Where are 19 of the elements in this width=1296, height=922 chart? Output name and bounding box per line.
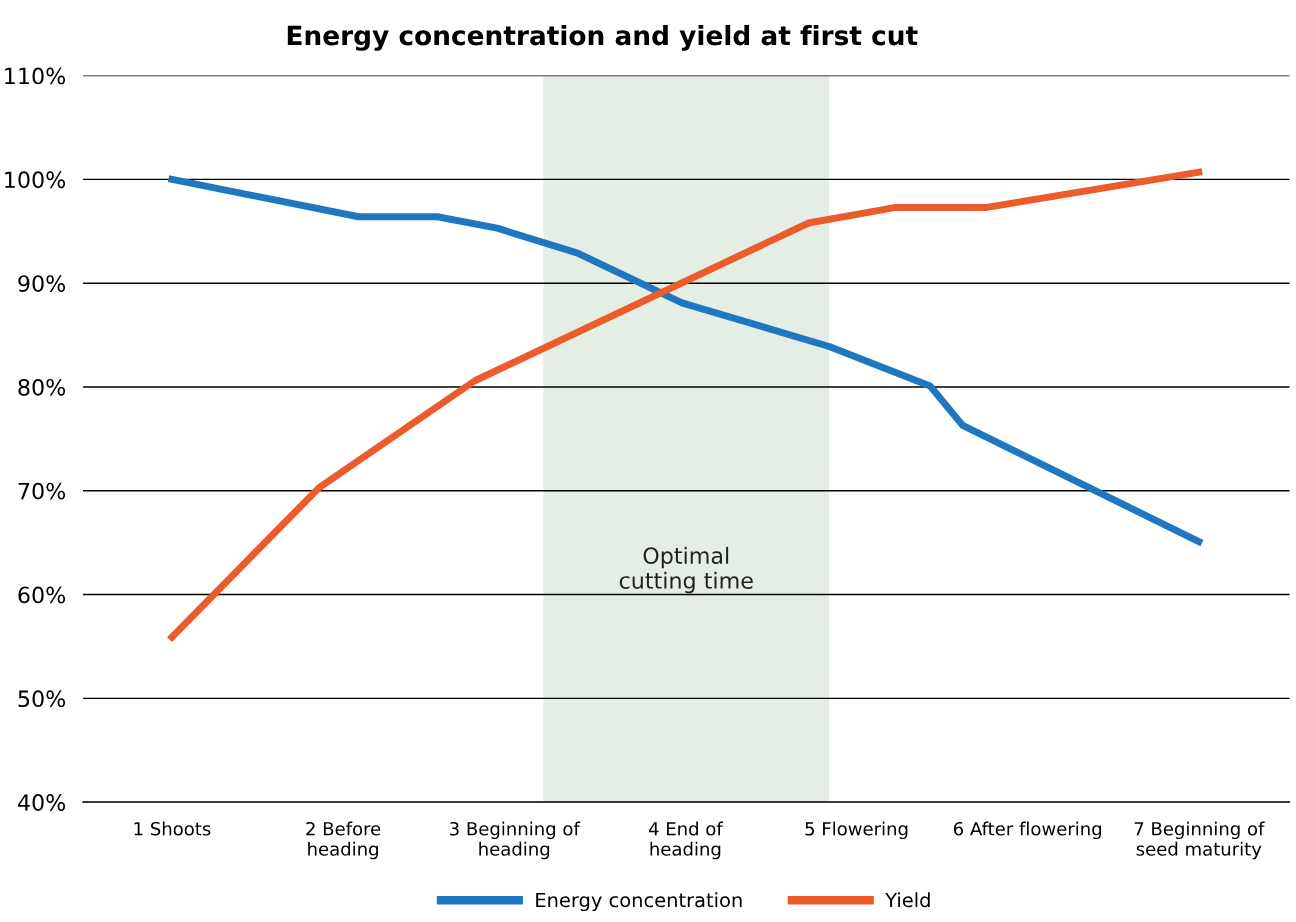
y-tick-label: 90% (18, 275, 66, 292)
x-tick-label: 1 Shoots (134, 821, 211, 836)
x-tick-label: 6 After flowering (953, 821, 1102, 840)
y-tick-label: 60% (18, 586, 66, 604)
x-tick-label: 2 Before heading (306, 821, 381, 860)
y-tick-label: 50% (18, 690, 66, 708)
y-tick-label: 110% (5, 67, 66, 85)
y-tick-label: 40% (17, 794, 66, 811)
x-tick-label: 7 Beginning of seed maturity (1134, 821, 1265, 860)
y-tick-label: 100% (5, 171, 66, 189)
x-tick-label: 4 End of heading (648, 821, 724, 860)
y-tick-label: 80% (18, 378, 66, 396)
x-tick-label: 5 Flowering (805, 821, 908, 840)
x-tick-label: 3 Beginning of heading (450, 821, 581, 860)
legend-label: Energy concentration (536, 892, 742, 912)
chart-title: Energy concentration and yield at first cut (287, 25, 918, 51)
band-label: Optimal cutting time (619, 546, 753, 594)
y-tick-label: 70% (18, 482, 66, 500)
legend-label: Yield (885, 892, 930, 908)
